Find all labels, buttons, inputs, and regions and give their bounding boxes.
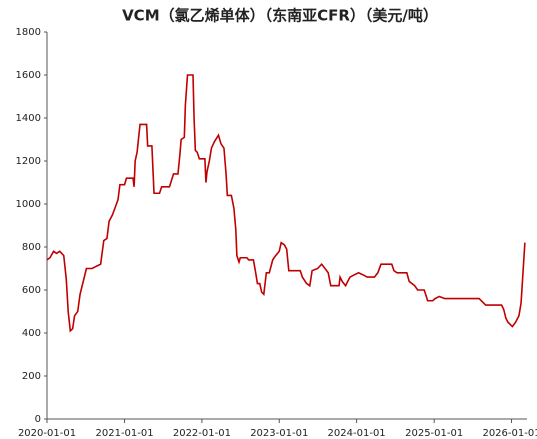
x-tick-label: 2025-01-01: [405, 428, 463, 439]
price-line: [46, 74, 526, 333]
x-tick-label: 2023-01-01: [250, 428, 308, 439]
y-tick-label: 400: [22, 328, 41, 339]
x-tick-label: 2021-01-01: [96, 428, 154, 439]
y-tick-label: 800: [22, 242, 41, 253]
y-tick-label: 0: [35, 414, 41, 425]
y-tick-label: 1000: [16, 199, 41, 210]
x-tick-label: 2022-01-01: [173, 428, 231, 439]
chart-title: VCM（氯乙烯单体）（东南亚CFR）（美元/吨）: [122, 7, 438, 25]
y-tick-label: 600: [22, 285, 41, 296]
x-tick-label: 2020-01-01: [18, 428, 76, 439]
x-tick-label: 2024-01-01: [328, 428, 386, 439]
y-tick-label: 200: [22, 371, 41, 382]
y-tick-label: 1200: [16, 156, 41, 167]
y-tick-label: 1800: [16, 27, 41, 38]
y-tick-label: 1400: [16, 113, 41, 124]
x-tick-label: 2026-01-01: [482, 428, 537, 439]
y-tick-label: 1600: [16, 70, 41, 81]
